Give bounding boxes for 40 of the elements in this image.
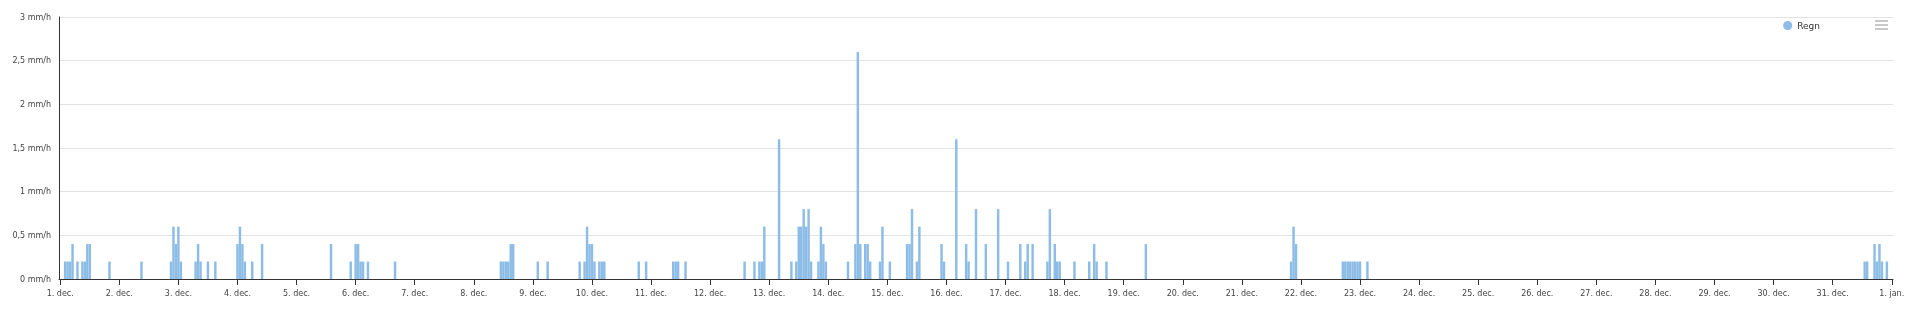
- x-tick-label: 12. dec.: [694, 288, 727, 298]
- x-tick-label: 25. dec.: [1462, 288, 1495, 298]
- x-tick-label: 31. dec.: [1816, 288, 1849, 298]
- x-tick-label: 14. dec.: [812, 288, 845, 298]
- x-tick-label: 22. dec.: [1284, 288, 1318, 298]
- x-tick-label: 11. dec.: [634, 288, 668, 298]
- x-tick-label: 29. dec.: [1698, 288, 1731, 298]
- x-tick-label: 16. dec.: [930, 288, 963, 298]
- x-tick-label: 1. jan.: [1879, 288, 1905, 298]
- x-tick-label: 5. dec.: [283, 288, 311, 298]
- x-tick-label: 28. dec.: [1639, 288, 1672, 298]
- x-tick-label: 18. dec.: [1048, 288, 1081, 298]
- x-tick-label: 17. dec.: [989, 288, 1022, 298]
- y-tick-label: 0,5 mm/h: [12, 230, 51, 240]
- x-tick-label: 7. dec.: [401, 288, 429, 298]
- y-tick-label: 2 mm/h: [20, 99, 51, 109]
- y-tick-label: 3 mm/h: [20, 12, 51, 22]
- x-tick-label: 26. dec.: [1521, 288, 1554, 298]
- x-tick-label: 1. dec.: [46, 288, 74, 298]
- y-tick-label: 1 mm/h: [20, 187, 51, 197]
- x-tick-label: 10. dec.: [575, 288, 609, 298]
- x-tick-label: 27. dec.: [1580, 288, 1613, 298]
- x-tick-label: 23. dec.: [1343, 288, 1377, 298]
- y-tick-label: 1,5 mm/h: [12, 143, 51, 153]
- x-tick-label: 21. dec.: [1225, 288, 1258, 298]
- x-tick-label: 13. dec.: [753, 288, 786, 298]
- y-tick-label: 0 mm/h: [20, 274, 51, 284]
- x-tick-label: 20. dec.: [1166, 288, 1199, 298]
- x-tick-label: 19. dec.: [1107, 288, 1140, 298]
- x-tick-label: 15. dec.: [871, 288, 904, 298]
- x-tick-label: 30. dec.: [1757, 288, 1790, 298]
- x-tick-label: 24. dec.: [1403, 288, 1436, 298]
- x-tick-label: 6. dec.: [342, 288, 370, 298]
- x-tick-label: 9. dec.: [519, 288, 547, 298]
- y-tick-label: 2,5 mm/h: [12, 56, 51, 66]
- x-tick-label: 2. dec.: [105, 288, 133, 298]
- legend-label: Regn: [1797, 20, 1821, 31]
- x-tick-label: 8. dec.: [460, 288, 488, 298]
- x-tick-label: 4. dec.: [223, 288, 252, 298]
- x-tick-label: 3. dec.: [164, 288, 192, 298]
